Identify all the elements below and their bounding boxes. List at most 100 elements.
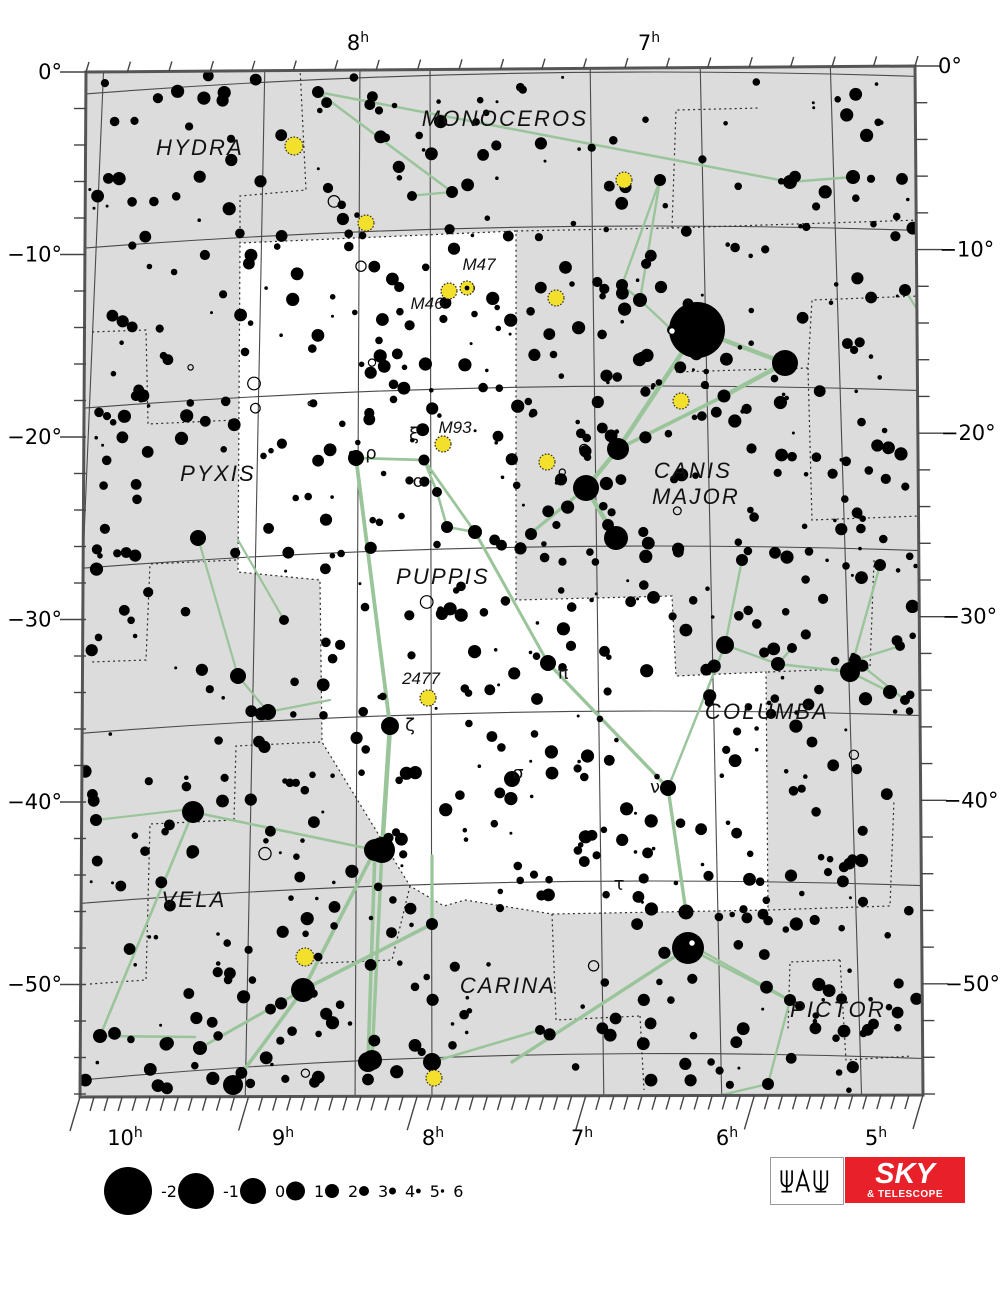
legend-dot-mag--2 [104,1167,152,1215]
axis-tick [458,59,463,70]
legend-dot-mag-3 [359,1186,369,1196]
axis-tick [85,61,90,73]
axis-tick [777,1095,784,1110]
axis-tick [173,1096,180,1111]
axis-tick [187,1096,194,1111]
axis-tick [117,1096,123,1112]
axis-ticks [60,55,949,1132]
constellation-label-puppis: PUPPIS [396,564,490,589]
star-label-7: τ [614,874,625,895]
axis-tick [791,1095,798,1110]
axis-tick [375,59,380,71]
dec-label-left--20: −20° [7,425,62,449]
axis-tick [292,60,297,71]
dec-label-left-0: 0° [38,60,62,84]
axis-tick [707,1095,713,1110]
axis-tick [707,57,712,68]
legend-dot-mag-6 [440,1189,445,1193]
star-label-3: ζ [405,715,415,736]
sky-logo-main-text: SKY [875,1158,935,1190]
axis-tick [272,1096,278,1111]
axis-tick [300,1096,306,1111]
legend-dot-mag-4 [389,1187,396,1195]
axis-tick [145,1096,151,1112]
axis-tick [721,1095,727,1110]
ra-label-5h: 5h [865,1125,887,1150]
axis-tick [624,57,629,69]
axis-tick [126,61,132,72]
axis-tick [651,1095,657,1110]
legend-label-mag-5: 5 [430,1182,440,1201]
axis-tick [215,1096,222,1111]
legend-dot-mag--1 [178,1173,214,1209]
axis-tick [482,1095,489,1111]
star-label-6: ν [650,777,660,798]
star-label-5: σ [512,763,523,784]
legend-label-mag-0: 0 [275,1182,285,1201]
axis-tick [831,56,836,67]
deep-sky-object-M93 [434,435,452,453]
axis-tick [398,1096,404,1111]
sky-and-telescope-logo[interactable]: SKY & TELESCOPE [845,1157,965,1203]
ra-label-8h: 8h [347,30,369,55]
star-label-4: π [558,663,569,684]
axis-tick [890,1094,896,1110]
axis-tick [440,1095,446,1111]
axis-tick [89,1096,95,1112]
dec-label-right--50: −50° [945,972,1000,996]
declination-labels-left: 0° −10° −20° −30° −40° −50° [7,60,62,997]
axis-tick [257,1096,264,1111]
axis-tick [904,1094,910,1110]
axis-tick [567,1095,573,1111]
constellation-label-major: MAJOR [652,484,740,509]
axis-tick [237,1096,250,1131]
axis-tick [819,1095,826,1110]
axis-tick [209,60,215,72]
deep-sky-object-M46 [440,282,458,300]
axis-tick [103,1096,109,1112]
axis-tick [201,1096,208,1111]
axis-tick [342,1096,348,1111]
axis-tick [496,1095,503,1111]
puppis-region-fill [238,231,768,914]
legend-label-mag-3: 3 [378,1182,388,1201]
legend-label-mag-2: 2 [348,1182,358,1201]
deep-sky-object-labels: M47 M46 M93 2477 [401,255,496,688]
star-label-0: ρ [365,443,376,464]
legend-label-mag--2: -2 [161,1182,177,1201]
axis-tick [665,57,670,69]
dec-label-left--40: −40° [7,790,62,814]
greek-star-labels: ρ ξ ο ζ π σ ν τ [365,424,660,895]
axis-tick [623,1095,629,1110]
axis-tick [665,1095,671,1110]
axis-tick [679,1095,685,1110]
axis-tick [370,1096,376,1111]
legend-dot-mag-1 [286,1181,305,1201]
magnitude-legend: -2 -1 0 1 2 3 4 5 6 [104,1167,463,1215]
axis-tick [131,1096,137,1112]
axis-tick [595,1095,601,1110]
axis-tick [575,1095,587,1130]
axis-tick [159,1096,165,1111]
iau-logo[interactable] [770,1157,844,1205]
ra-label-6h: 6h [716,1125,738,1150]
dso-label-2477: 2477 [401,669,440,688]
axis-tick [876,1094,882,1110]
axis-tick [748,56,753,68]
constellation-label-vela: VELA [161,887,226,912]
axis-tick [328,1096,334,1111]
constellation-label-carina: CARINA [460,973,556,998]
axis-tick [848,1094,854,1110]
ra-label-10h: 10h [107,1125,143,1150]
axis-tick [805,1095,812,1110]
constellation-label-canis: CANIS [654,458,732,483]
axis-tick [541,58,546,69]
star-label-2: ο [412,471,423,492]
axis-tick [834,1095,840,1110]
dec-label-left--50: −50° [7,973,62,997]
axis-tick [582,58,588,69]
dec-label-left--30: −30° [7,608,62,632]
axis-tick [524,1095,531,1111]
